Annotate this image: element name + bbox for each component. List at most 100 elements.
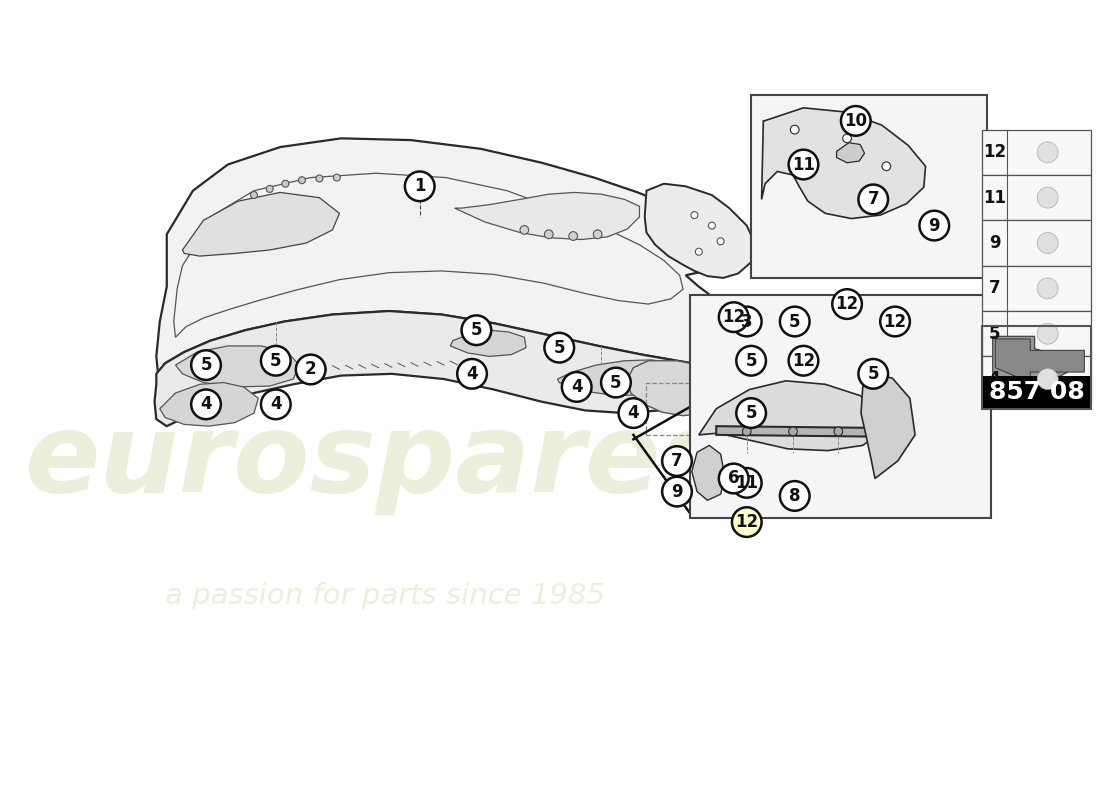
Polygon shape bbox=[692, 446, 725, 500]
Circle shape bbox=[843, 134, 851, 142]
Circle shape bbox=[462, 315, 492, 345]
Circle shape bbox=[191, 350, 221, 380]
Polygon shape bbox=[627, 361, 732, 416]
Circle shape bbox=[708, 222, 715, 229]
Polygon shape bbox=[450, 330, 526, 356]
Text: 5: 5 bbox=[989, 325, 1000, 342]
Circle shape bbox=[791, 126, 799, 134]
Text: eurospares: eurospares bbox=[25, 407, 727, 514]
Text: 5: 5 bbox=[270, 352, 282, 370]
Circle shape bbox=[789, 346, 818, 375]
Text: 4: 4 bbox=[989, 370, 1000, 388]
Circle shape bbox=[266, 186, 273, 193]
Polygon shape bbox=[698, 381, 882, 450]
Bar bbox=[982, 130, 1091, 175]
Circle shape bbox=[316, 175, 323, 182]
Circle shape bbox=[717, 238, 724, 245]
Circle shape bbox=[1037, 323, 1058, 344]
Polygon shape bbox=[558, 360, 681, 396]
Bar bbox=[982, 175, 1091, 220]
Circle shape bbox=[1037, 369, 1058, 390]
Text: a passion for parts since 1985: a passion for parts since 1985 bbox=[165, 582, 605, 610]
Polygon shape bbox=[645, 184, 756, 278]
Circle shape bbox=[618, 398, 648, 428]
Bar bbox=[982, 311, 1091, 356]
Polygon shape bbox=[454, 193, 639, 239]
Bar bbox=[751, 94, 987, 278]
Text: 5: 5 bbox=[868, 365, 879, 383]
Text: 3: 3 bbox=[741, 313, 752, 330]
Circle shape bbox=[562, 372, 592, 402]
Polygon shape bbox=[761, 108, 925, 218]
Text: 9: 9 bbox=[989, 234, 1000, 252]
Bar bbox=[982, 326, 1091, 409]
Text: 5: 5 bbox=[200, 356, 212, 374]
Circle shape bbox=[858, 359, 888, 389]
Circle shape bbox=[732, 468, 761, 498]
Circle shape bbox=[780, 481, 810, 510]
Circle shape bbox=[662, 446, 692, 476]
Circle shape bbox=[333, 174, 340, 181]
Circle shape bbox=[789, 150, 818, 179]
Text: 12: 12 bbox=[722, 308, 745, 326]
Polygon shape bbox=[996, 339, 1085, 382]
Polygon shape bbox=[861, 374, 915, 478]
Text: 4: 4 bbox=[200, 395, 212, 414]
Text: 7: 7 bbox=[989, 279, 1000, 298]
Polygon shape bbox=[155, 311, 738, 426]
Circle shape bbox=[296, 354, 326, 384]
Text: 7: 7 bbox=[868, 190, 879, 208]
Circle shape bbox=[405, 171, 435, 201]
Text: 12: 12 bbox=[792, 352, 815, 370]
Circle shape bbox=[736, 398, 766, 428]
Text: 5: 5 bbox=[610, 374, 621, 391]
Circle shape bbox=[520, 226, 529, 234]
Text: 10: 10 bbox=[845, 112, 867, 130]
Text: 5: 5 bbox=[553, 338, 565, 357]
Circle shape bbox=[719, 302, 748, 332]
Text: 9: 9 bbox=[928, 217, 940, 234]
Bar bbox=[982, 220, 1091, 266]
Circle shape bbox=[842, 106, 870, 136]
Bar bbox=[982, 266, 1091, 311]
Circle shape bbox=[298, 177, 306, 184]
Text: 9: 9 bbox=[671, 482, 683, 501]
Circle shape bbox=[789, 427, 797, 436]
Circle shape bbox=[191, 390, 221, 419]
Circle shape bbox=[458, 359, 487, 389]
Text: 12: 12 bbox=[983, 143, 1006, 162]
Circle shape bbox=[261, 390, 290, 419]
Circle shape bbox=[920, 210, 949, 240]
Text: 5: 5 bbox=[471, 322, 482, 339]
Circle shape bbox=[544, 333, 574, 362]
Text: 11: 11 bbox=[983, 189, 1006, 206]
Circle shape bbox=[569, 232, 578, 240]
Circle shape bbox=[1037, 142, 1058, 162]
Circle shape bbox=[719, 464, 748, 494]
Circle shape bbox=[691, 212, 697, 218]
Circle shape bbox=[1037, 233, 1058, 254]
Text: 11: 11 bbox=[792, 155, 815, 174]
Text: 5: 5 bbox=[746, 404, 757, 422]
Circle shape bbox=[593, 230, 602, 238]
Polygon shape bbox=[156, 138, 734, 374]
Circle shape bbox=[880, 306, 910, 336]
Bar bbox=[982, 375, 1091, 409]
Circle shape bbox=[1037, 187, 1058, 208]
Circle shape bbox=[601, 368, 630, 398]
Bar bbox=[690, 295, 991, 518]
Text: 5: 5 bbox=[789, 313, 801, 330]
Polygon shape bbox=[183, 193, 340, 256]
Circle shape bbox=[742, 427, 751, 436]
Circle shape bbox=[261, 346, 290, 375]
Text: 7: 7 bbox=[671, 452, 683, 470]
Circle shape bbox=[544, 230, 553, 238]
Text: 12: 12 bbox=[883, 313, 906, 330]
Text: 8: 8 bbox=[789, 487, 801, 505]
Text: 4: 4 bbox=[628, 404, 639, 422]
Circle shape bbox=[695, 248, 702, 255]
Text: 2: 2 bbox=[305, 361, 317, 378]
Circle shape bbox=[882, 162, 891, 170]
Circle shape bbox=[736, 346, 766, 375]
Circle shape bbox=[858, 185, 888, 214]
